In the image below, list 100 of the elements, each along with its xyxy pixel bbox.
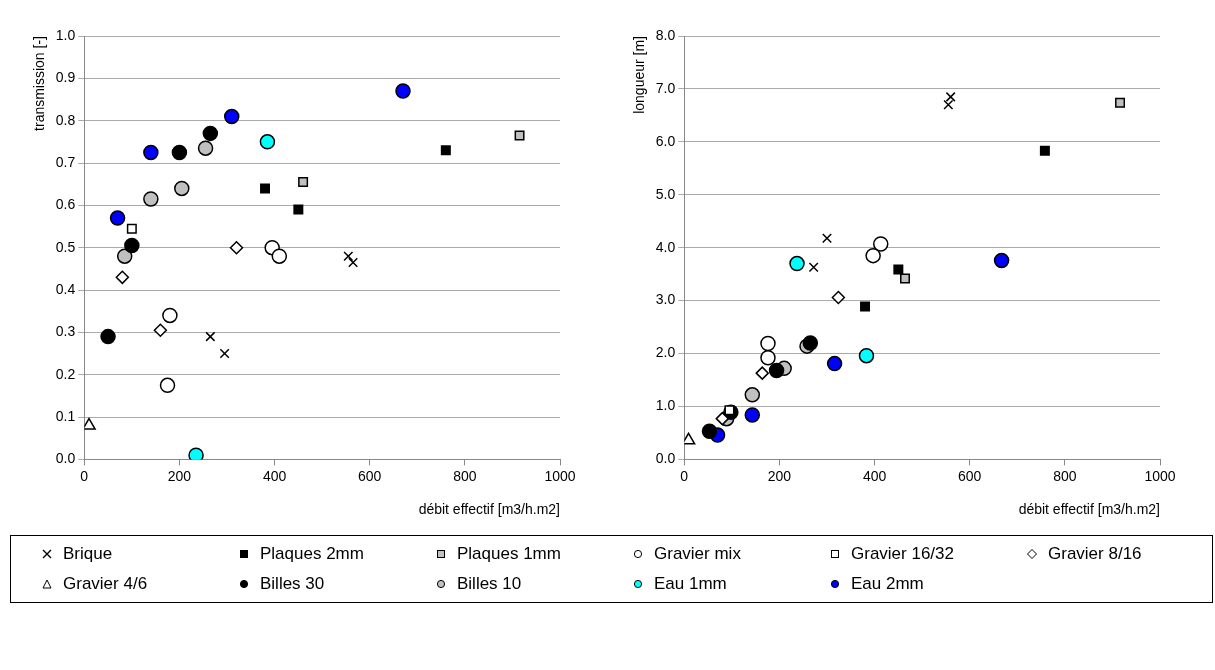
point (900, 273, 910, 284)
x-axis-title: débit effectif [m3/h.m2] (1018, 501, 1160, 518)
point (1115, 97, 1126, 108)
y-tick-label: 0.2 (55, 365, 76, 382)
y-tick-label: 1.0 (655, 397, 676, 414)
point (188, 447, 204, 460)
point (808, 262, 819, 273)
x-tick-label: 0 (80, 467, 89, 484)
point (395, 83, 411, 99)
y-axis-title: longueur [m] (631, 36, 648, 114)
point (826, 355, 843, 372)
point (802, 335, 819, 351)
point (223, 108, 240, 125)
point (860, 301, 871, 312)
y-tick-label: 0.8 (55, 111, 76, 128)
point (153, 323, 168, 338)
y-tick-label: 0.5 (55, 238, 76, 255)
point (197, 140, 214, 156)
point (143, 191, 159, 207)
point (744, 407, 761, 423)
y-tick-label: 8.0 (655, 26, 676, 43)
x-tick-label: 800 (1053, 467, 1077, 484)
point (760, 335, 776, 352)
legend-label: Plaques 2mm (260, 544, 364, 564)
x-tick-label: 0 (680, 467, 689, 484)
point (84, 417, 96, 430)
point (760, 350, 776, 366)
point (744, 387, 761, 403)
point (115, 270, 130, 285)
point (293, 204, 304, 215)
point (271, 248, 288, 264)
x-tick-label: 1000 (544, 467, 576, 484)
point (768, 362, 785, 379)
point (259, 134, 276, 150)
point (893, 264, 904, 275)
y-tick-label: 2.0 (655, 344, 676, 361)
x-tick-label: 200 (767, 467, 792, 484)
point (701, 423, 718, 440)
y-tick-label: 0.0 (55, 450, 76, 467)
legend-label: Eau 1mm (654, 574, 727, 594)
point (684, 432, 696, 445)
y-tick-label: 0.4 (55, 280, 76, 297)
y-tick-label: 0.1 (55, 407, 76, 424)
x-tick-label: 600 (958, 467, 982, 484)
x-tick-label: 600 (358, 467, 382, 484)
legend-label: Billes 30 (260, 574, 325, 594)
point (143, 144, 159, 161)
point (109, 210, 126, 226)
point (116, 248, 133, 264)
point (343, 251, 354, 262)
point (865, 247, 881, 264)
legend-label: Plaques 1mm (457, 544, 561, 564)
point (440, 145, 451, 156)
x-tick-label: 400 (262, 467, 287, 484)
point (126, 223, 137, 234)
point (872, 236, 889, 252)
point (202, 125, 219, 142)
point (174, 180, 190, 197)
y-tick-label: 3.0 (655, 291, 676, 308)
point (1039, 145, 1050, 156)
y-tick-label: 0.0 (655, 450, 676, 467)
point (162, 307, 178, 324)
x-tick-label: 200 (167, 467, 192, 484)
y-tick-label: 5.0 (655, 185, 676, 202)
x-axis-title: débit effectif [m3/h.m2] (418, 501, 560, 518)
legend-label: Gravier 16/32 (851, 544, 954, 564)
point (821, 233, 832, 244)
y-tick-label: 0.9 (55, 69, 76, 86)
point (298, 177, 309, 188)
legend-label: Gravier 4/6 (63, 574, 148, 594)
x-tick-label: 400 (862, 467, 887, 484)
y-tick-label: 4.0 (655, 238, 676, 255)
y-tick-label: 0.6 (55, 196, 76, 213)
legend-label: Billes 10 (457, 574, 522, 594)
point (260, 183, 271, 194)
legend-label: Brique (63, 544, 113, 564)
x-tick-label: 1000 (1144, 467, 1176, 484)
point (858, 347, 875, 364)
point (789, 255, 805, 272)
legend-label: Gravier 8/16 (1048, 544, 1142, 564)
x-tick-label: 800 (453, 467, 477, 484)
y-tick-label: 1.0 (55, 26, 76, 43)
point (755, 366, 770, 380)
point (159, 377, 176, 394)
y-axis-title: transmission [-] (31, 36, 48, 131)
point (831, 290, 846, 305)
legend-label: Eau 2mm (851, 574, 924, 594)
point (715, 411, 730, 426)
point (514, 130, 525, 141)
y-tick-label: 0.7 (55, 153, 76, 170)
y-tick-label: 6.0 (655, 132, 676, 149)
point (993, 252, 1010, 269)
y-tick-label: 0.3 (55, 323, 76, 340)
y-tick-label: 7.0 (655, 79, 676, 96)
point (124, 237, 140, 254)
point (171, 144, 188, 161)
point (205, 331, 216, 342)
point (219, 348, 230, 359)
point (348, 257, 359, 268)
legend-label: Gravier mix (654, 544, 741, 564)
